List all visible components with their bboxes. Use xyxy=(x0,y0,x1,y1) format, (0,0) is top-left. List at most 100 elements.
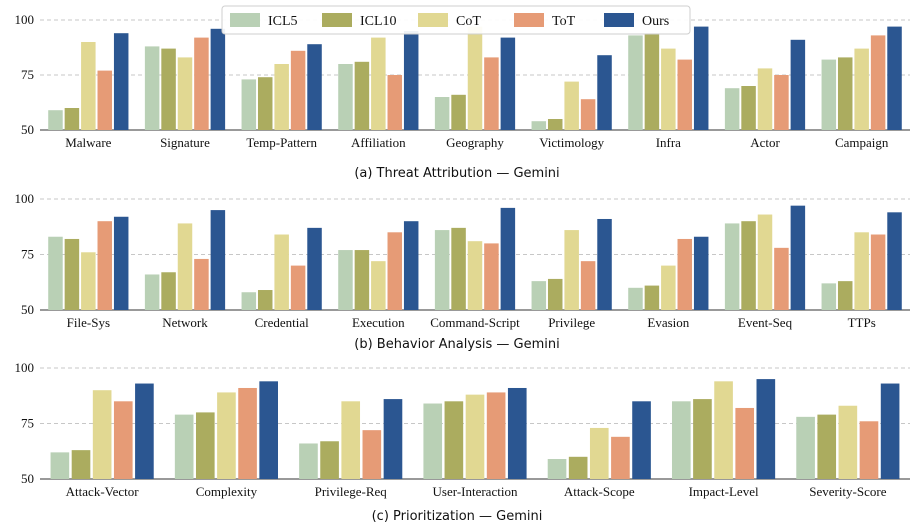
bar-icl5-privilege-req xyxy=(299,443,318,479)
legend-swatch-ours xyxy=(604,13,634,27)
bar-icl10-network xyxy=(161,272,176,310)
bar-cot-event-seq xyxy=(757,214,773,310)
x-category-label: Execution xyxy=(352,315,405,330)
bar-ours-complexity xyxy=(259,381,278,479)
bar-icl5-execution xyxy=(338,250,353,310)
bar-tot-impact-level xyxy=(735,407,755,479)
bar-icl5-temp-pattern xyxy=(241,79,257,130)
x-category-label: File-Sys xyxy=(67,315,110,330)
bar-tot-command-script xyxy=(484,243,499,310)
bar-ours-temp-pattern xyxy=(307,44,322,131)
x-category-label: Command-Script xyxy=(430,315,520,330)
bar-ours-file-sys xyxy=(113,216,129,310)
bar-ours-severity-score xyxy=(880,383,900,479)
bar-icl5-signature xyxy=(144,46,160,130)
bar-ours-credential xyxy=(307,227,322,310)
bar-icl10-evasion xyxy=(644,285,660,310)
bar-tot-event-seq xyxy=(774,247,789,310)
bar-tot-malware xyxy=(97,70,113,130)
bar-icl10-complexity xyxy=(195,412,215,479)
bar-cot-complexity xyxy=(217,392,236,479)
bar-icl5-geography xyxy=(434,97,450,130)
chart-panel-1: 50 75 100 Malware Signature Temp-Pattern Affil… xyxy=(15,12,910,181)
legend-label-icl10: ICL10 xyxy=(360,14,397,29)
x-category-label: Victimology xyxy=(539,135,604,150)
bar-tot-geography xyxy=(484,57,499,130)
bar-icl10-impact-level xyxy=(693,399,712,479)
panel-caption: (a) Threat Attribution — Gemini xyxy=(354,166,559,181)
bar-icl10-ttps xyxy=(837,281,853,310)
bar-cot-attack-scope xyxy=(589,427,609,479)
bar-icl10-affiliation xyxy=(354,61,370,130)
bar-ours-victimology xyxy=(597,55,612,131)
bar-cot-user-interaction xyxy=(465,394,485,479)
x-category-label: Event-Seq xyxy=(738,315,793,330)
bar-ours-evasion xyxy=(693,236,709,310)
bar-cot-temp-pattern xyxy=(274,64,289,130)
legend-swatch-icl5 xyxy=(230,13,260,27)
x-category-label: Network xyxy=(162,315,208,330)
bar-ours-command-script xyxy=(500,207,516,310)
bar-tot-affiliation xyxy=(387,75,403,130)
y-tick-label: 100 xyxy=(15,191,35,206)
bar-ours-privilege-req xyxy=(383,399,403,479)
bar-icl10-attack-scope xyxy=(568,456,588,479)
x-category-label: Signature xyxy=(160,135,210,150)
panel-caption: (b) Behavior Analysis — Gemini xyxy=(354,337,559,352)
bar-tot-user-interaction xyxy=(486,392,506,479)
y-tick-label: 50 xyxy=(21,471,34,486)
bar-cot-ttps xyxy=(854,232,869,310)
bar-cot-network xyxy=(177,223,193,310)
bar-icl5-command-script xyxy=(434,230,450,310)
bar-tot-attack-scope xyxy=(611,436,630,479)
x-category-label: Attack-Scope xyxy=(564,484,635,499)
bar-icl10-campaign xyxy=(837,57,853,130)
bar-icl10-event-seq xyxy=(741,221,756,310)
bar-tot-evasion xyxy=(677,238,693,310)
bar-cot-privilege xyxy=(564,230,579,310)
y-tick-label: 75 xyxy=(21,247,34,262)
bar-icl10-command-script xyxy=(451,227,466,310)
x-category-label: Affiliation xyxy=(351,135,406,150)
bar-icl5-ttps xyxy=(821,283,837,310)
x-category-label: TTPs xyxy=(848,315,876,330)
bar-tot-infra xyxy=(677,59,693,130)
bar-cot-affiliation xyxy=(371,37,386,130)
x-category-label: Actor xyxy=(750,135,780,150)
bar-cot-geography xyxy=(467,26,483,131)
bar-tot-ttps xyxy=(870,234,886,310)
bar-ours-campaign xyxy=(887,26,902,131)
bar-tot-actor xyxy=(774,75,789,130)
bar-icl5-file-sys xyxy=(48,236,63,310)
bar-tot-privilege xyxy=(580,261,596,310)
x-category-label: Credential xyxy=(255,315,310,330)
bar-cot-victimology xyxy=(564,81,579,130)
legend-swatch-cot xyxy=(418,13,448,27)
bar-cot-attack-vector xyxy=(92,390,112,479)
bar-icl5-user-interaction xyxy=(423,403,443,479)
bar-cot-impact-level xyxy=(714,381,733,479)
bar-icl10-severity-score xyxy=(817,414,837,479)
bar-cot-campaign xyxy=(854,48,869,130)
y-tick-label: 50 xyxy=(21,302,34,317)
bar-ours-ttps xyxy=(887,212,902,310)
bar-tot-execution xyxy=(387,232,403,310)
bar-icl5-privilege xyxy=(531,281,547,310)
x-category-label: User-Interaction xyxy=(433,484,518,499)
x-category-label: Impact-Level xyxy=(689,484,759,499)
x-category-label: Campaign xyxy=(835,135,889,150)
x-category-label: Privilege-Req xyxy=(315,484,388,499)
bar-cot-command-script xyxy=(467,241,483,310)
bar-ours-signature xyxy=(210,28,226,130)
bar-tot-attack-vector xyxy=(113,401,133,479)
bar-cot-severity-score xyxy=(838,405,858,479)
bar-tot-severity-score xyxy=(859,421,879,479)
x-category-label: Temp-Pattern xyxy=(246,135,317,150)
bar-icl10-actor xyxy=(741,86,756,130)
bar-icl5-event-seq xyxy=(724,223,740,310)
bar-ours-event-seq xyxy=(790,205,806,310)
bar-icl10-credential xyxy=(257,290,273,310)
x-category-label: Evasion xyxy=(647,315,689,330)
bar-cot-infra xyxy=(661,48,676,130)
bar-icl10-signature xyxy=(161,48,176,130)
